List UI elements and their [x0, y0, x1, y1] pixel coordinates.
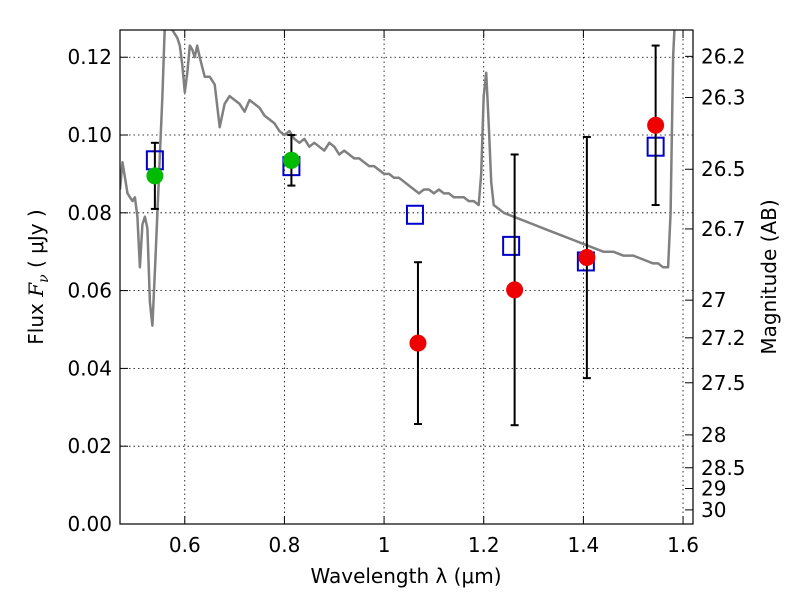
plot-background	[120, 30, 693, 524]
y-axis-label-prefix: Flux	[24, 297, 48, 345]
y-tick-label: 0.12	[67, 45, 112, 69]
y2-tick-label: 28.5	[701, 456, 746, 480]
y2-tick-label: 27.2	[701, 326, 746, 350]
ticks: 0.6 0.8 1 1.2 1.4 1.6 0.00 0.02 0.04 0.06 0.08 0.10…	[67, 30, 746, 557]
observed-point	[578, 249, 596, 267]
y2-tick-label: 26.2	[701, 44, 746, 68]
y-tick-label: 0.00	[67, 512, 112, 536]
y-axis-label: Flux Fν ( μJy )	[24, 209, 52, 344]
x-tick-label: 0.8	[269, 533, 301, 557]
y2-tick-label: 29	[701, 477, 726, 501]
y-tick-label: 0.10	[67, 123, 112, 147]
y-tick-label: 0.08	[67, 201, 112, 225]
observed-point	[282, 151, 300, 169]
y-axis-label-subscript: ν	[36, 274, 52, 283]
model-photometry-square	[405, 204, 424, 225]
observed-point	[409, 334, 427, 352]
y2-tick-label: 27.5	[701, 371, 746, 395]
y-axis-label-symbol: F	[24, 282, 48, 298]
y2-tick-label: 26.5	[701, 157, 746, 181]
x-tick-label: 1	[378, 533, 391, 557]
y2-tick-label: 27	[701, 288, 726, 312]
observed-point	[647, 116, 665, 134]
y2-tick-label: 28	[701, 423, 726, 447]
x-tick-label: 0.6	[169, 533, 201, 557]
y2-tick-label: 30	[701, 498, 726, 522]
plot-frame	[119, 29, 694, 525]
y-tick-label: 0.04	[67, 356, 112, 380]
observed-point	[146, 167, 164, 185]
model-photometry-square	[502, 235, 521, 256]
x-tick-label: 1.2	[468, 533, 500, 557]
y2-axis-label: Magnitude (AB)	[757, 199, 781, 354]
data-series	[120, 30, 676, 427]
y-tick-label: 0.02	[67, 434, 112, 458]
y2-tick-label: 26.3	[701, 85, 746, 109]
y-tick-label: 0.06	[67, 279, 112, 303]
y2-tick-label: 26.7	[701, 217, 746, 241]
x-tick-label: 1.4	[567, 533, 599, 557]
x-tick-label: 1.6	[667, 533, 699, 557]
y-axis-label-units: ( μJy )	[24, 209, 48, 274]
x-axis-label: Wavelength λ (μm)	[310, 564, 501, 588]
model-sed-line	[120, 30, 676, 327]
observed-point	[506, 281, 524, 299]
